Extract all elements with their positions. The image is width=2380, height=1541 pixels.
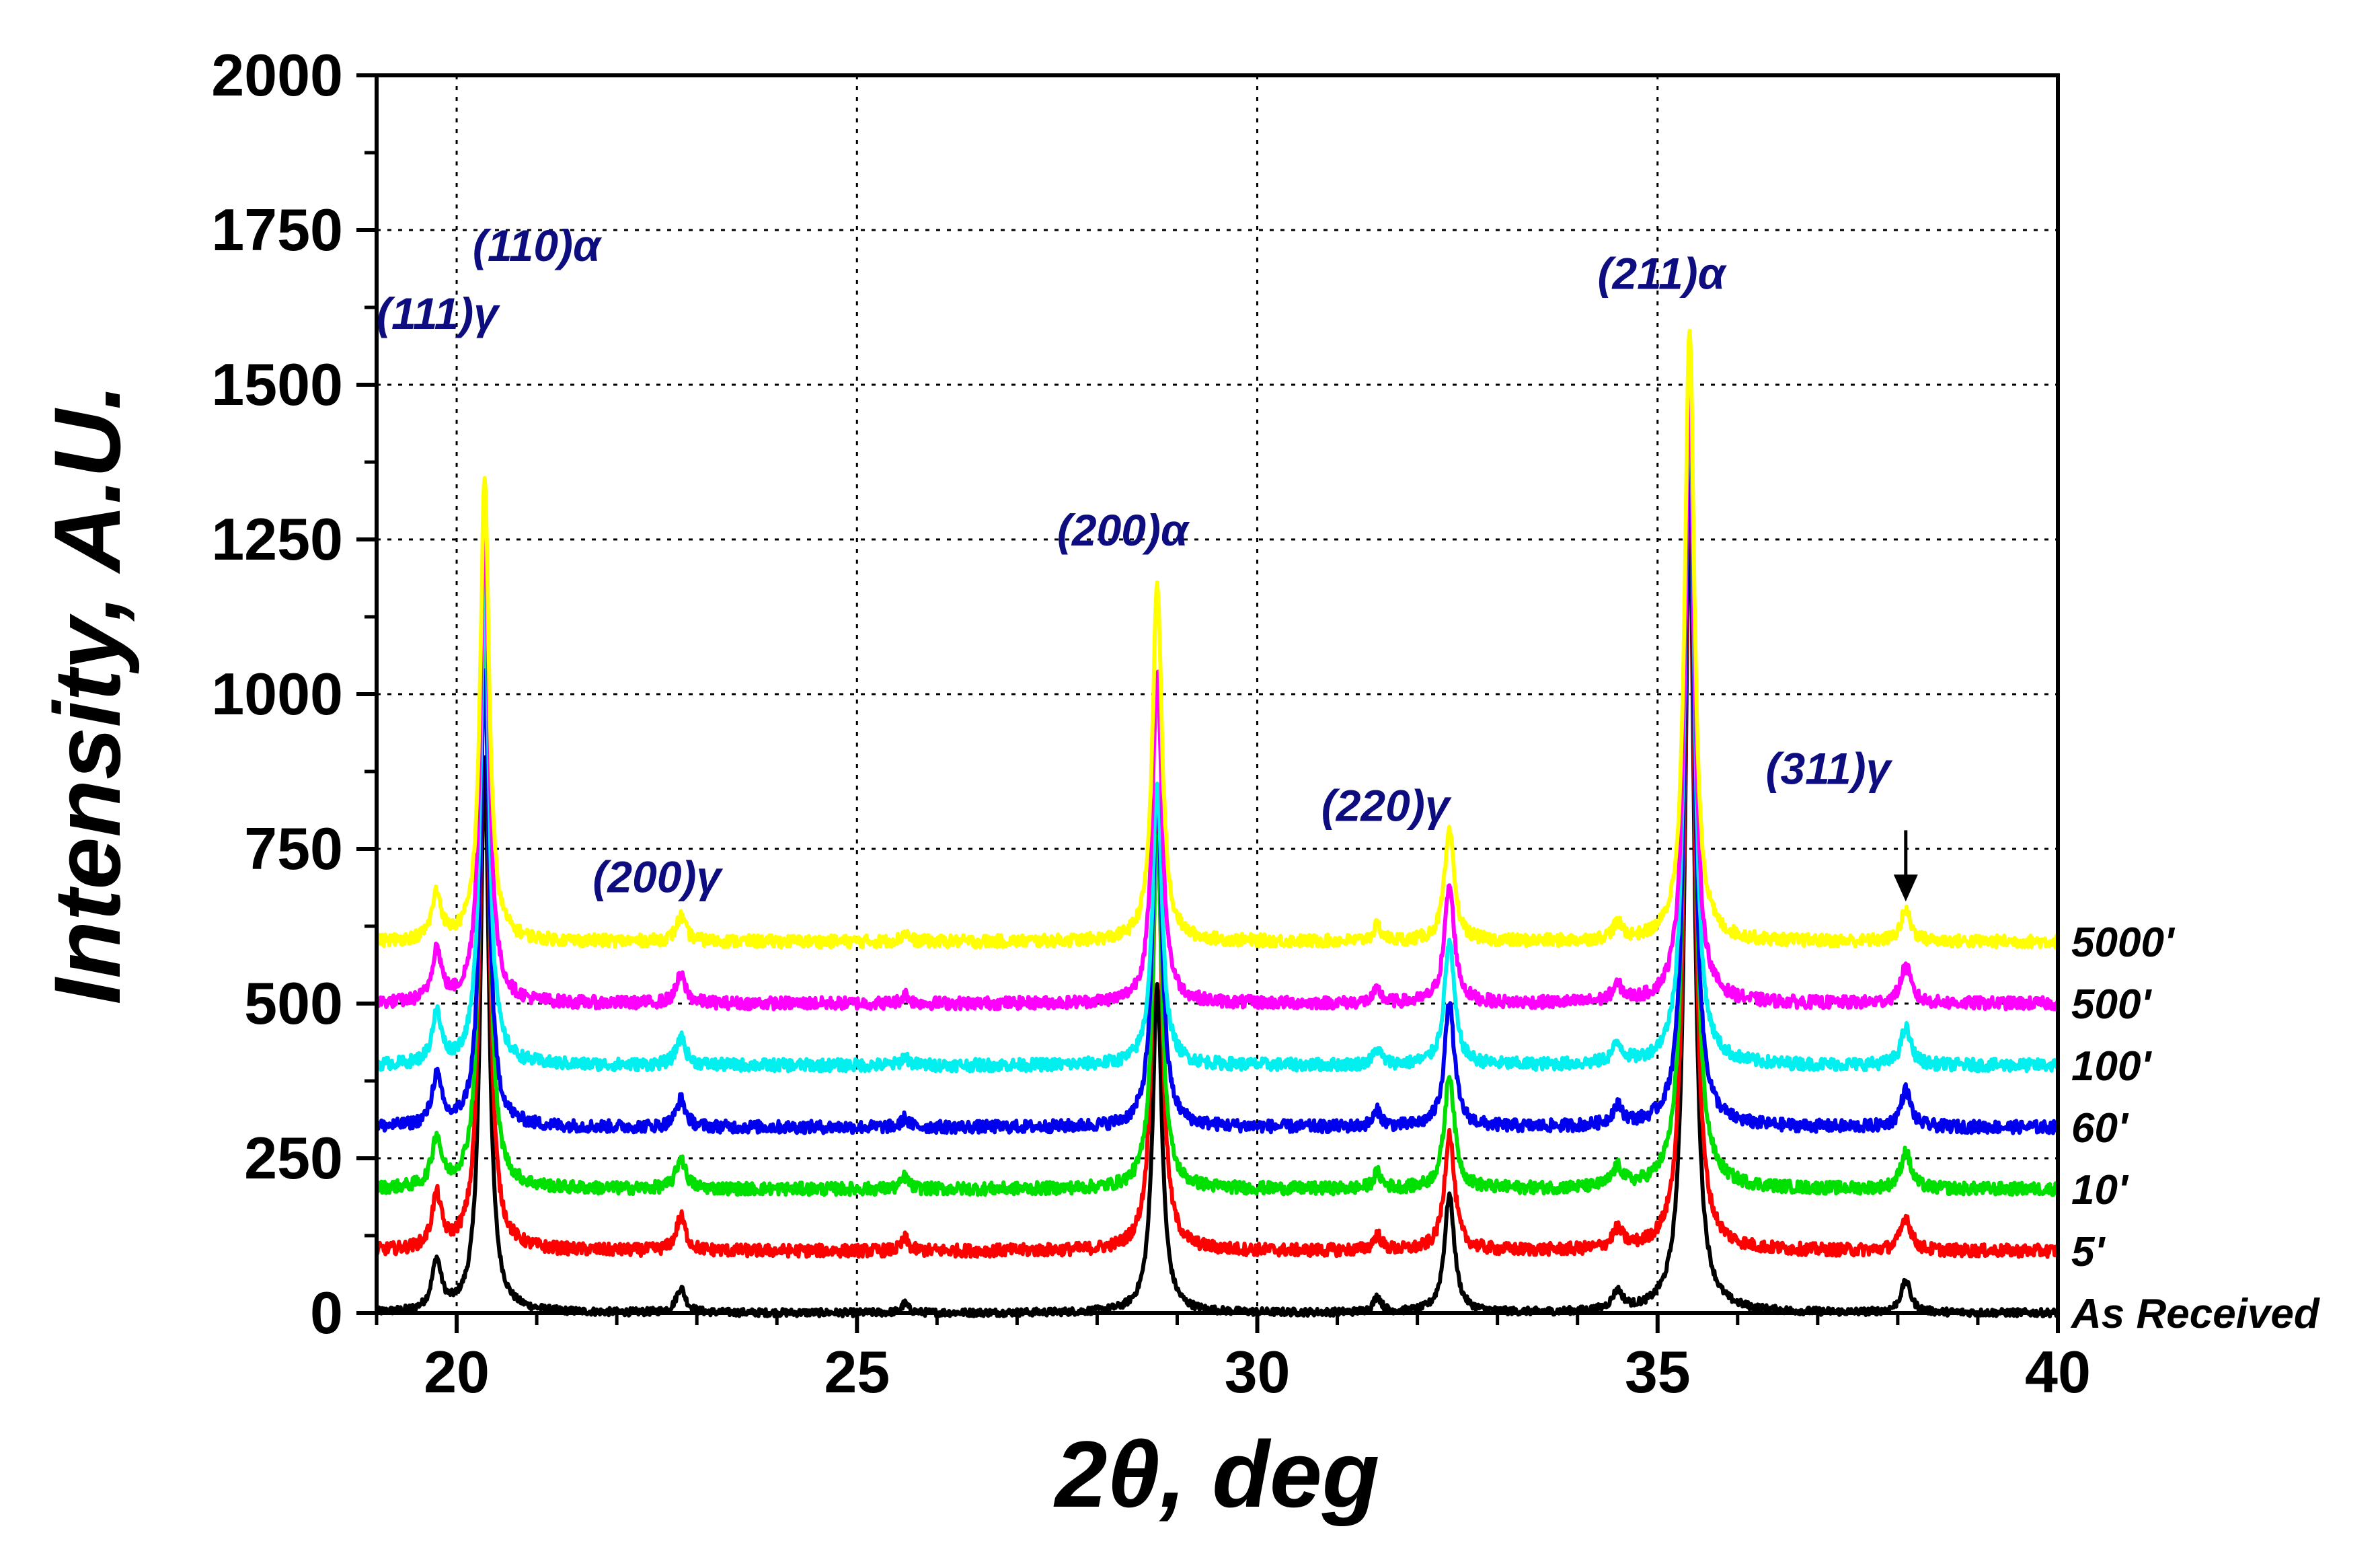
series-label: 60' <box>2071 1105 2129 1152</box>
y-tick-label: 500 <box>244 970 343 1037</box>
y-tick-label: 250 <box>244 1125 343 1191</box>
series-label: 10' <box>2071 1167 2129 1213</box>
peak-annotation: (200)γ <box>592 852 723 901</box>
series-label: As Received <box>2070 1291 2320 1337</box>
y-axis-title: Intensity, A.U. <box>34 383 140 1004</box>
x-tick-label: 35 <box>1625 1339 1691 1405</box>
peak-annotation: (220)γ <box>1321 781 1452 831</box>
arrow-head <box>1893 874 1918 902</box>
series-label: 100' <box>2071 1043 2152 1090</box>
y-tick-label: 1750 <box>211 196 343 263</box>
x-tick-label: 25 <box>824 1339 890 1405</box>
series-line <box>375 384 2060 1197</box>
peak-annotation: (311)γ <box>1765 743 1892 793</box>
peak-annotation: (111)γ <box>377 289 500 338</box>
y-tick-label: 1000 <box>211 661 343 727</box>
x-tick-label: 30 <box>1225 1339 1291 1405</box>
x-tick-label: 20 <box>424 1339 490 1405</box>
peak-annotations: (110)α (111)γ (200)γ (200)α (220)γ (211)α (311… <box>377 221 1918 901</box>
series-line <box>375 328 2060 950</box>
x-axis-title: 2θ, deg <box>1053 1421 1380 1527</box>
series-layer <box>375 328 2060 1319</box>
y-tick-label: 2000 <box>211 42 343 108</box>
series-line <box>375 387 2060 1012</box>
series-line <box>375 439 2060 1259</box>
series-labels: As Received 5' 10' 60' 100' 500' 5000' <box>2070 919 2320 1337</box>
y-tick-label: 1250 <box>211 506 343 572</box>
x-tick-label: 40 <box>2025 1339 2091 1405</box>
axis-ticks: 20 25 30 35 40 0 250 500 750 1000 1250 1500 1750 2000 <box>211 42 2091 1405</box>
series-label: 5000' <box>2071 919 2176 966</box>
y-tick-label: 750 <box>244 815 343 882</box>
peak-annotation: (211)α <box>1597 248 1727 298</box>
y-tick-label: 1500 <box>211 351 343 418</box>
peak-annotation: (200)α <box>1057 505 1190 555</box>
y-tick-label: 0 <box>310 1279 343 1346</box>
series-label: 500' <box>2071 981 2152 1028</box>
series-label: 5' <box>2071 1229 2106 1275</box>
series-line <box>375 386 2060 1074</box>
peak-annotation: (110)α <box>473 221 603 270</box>
series-line <box>375 445 2060 1135</box>
